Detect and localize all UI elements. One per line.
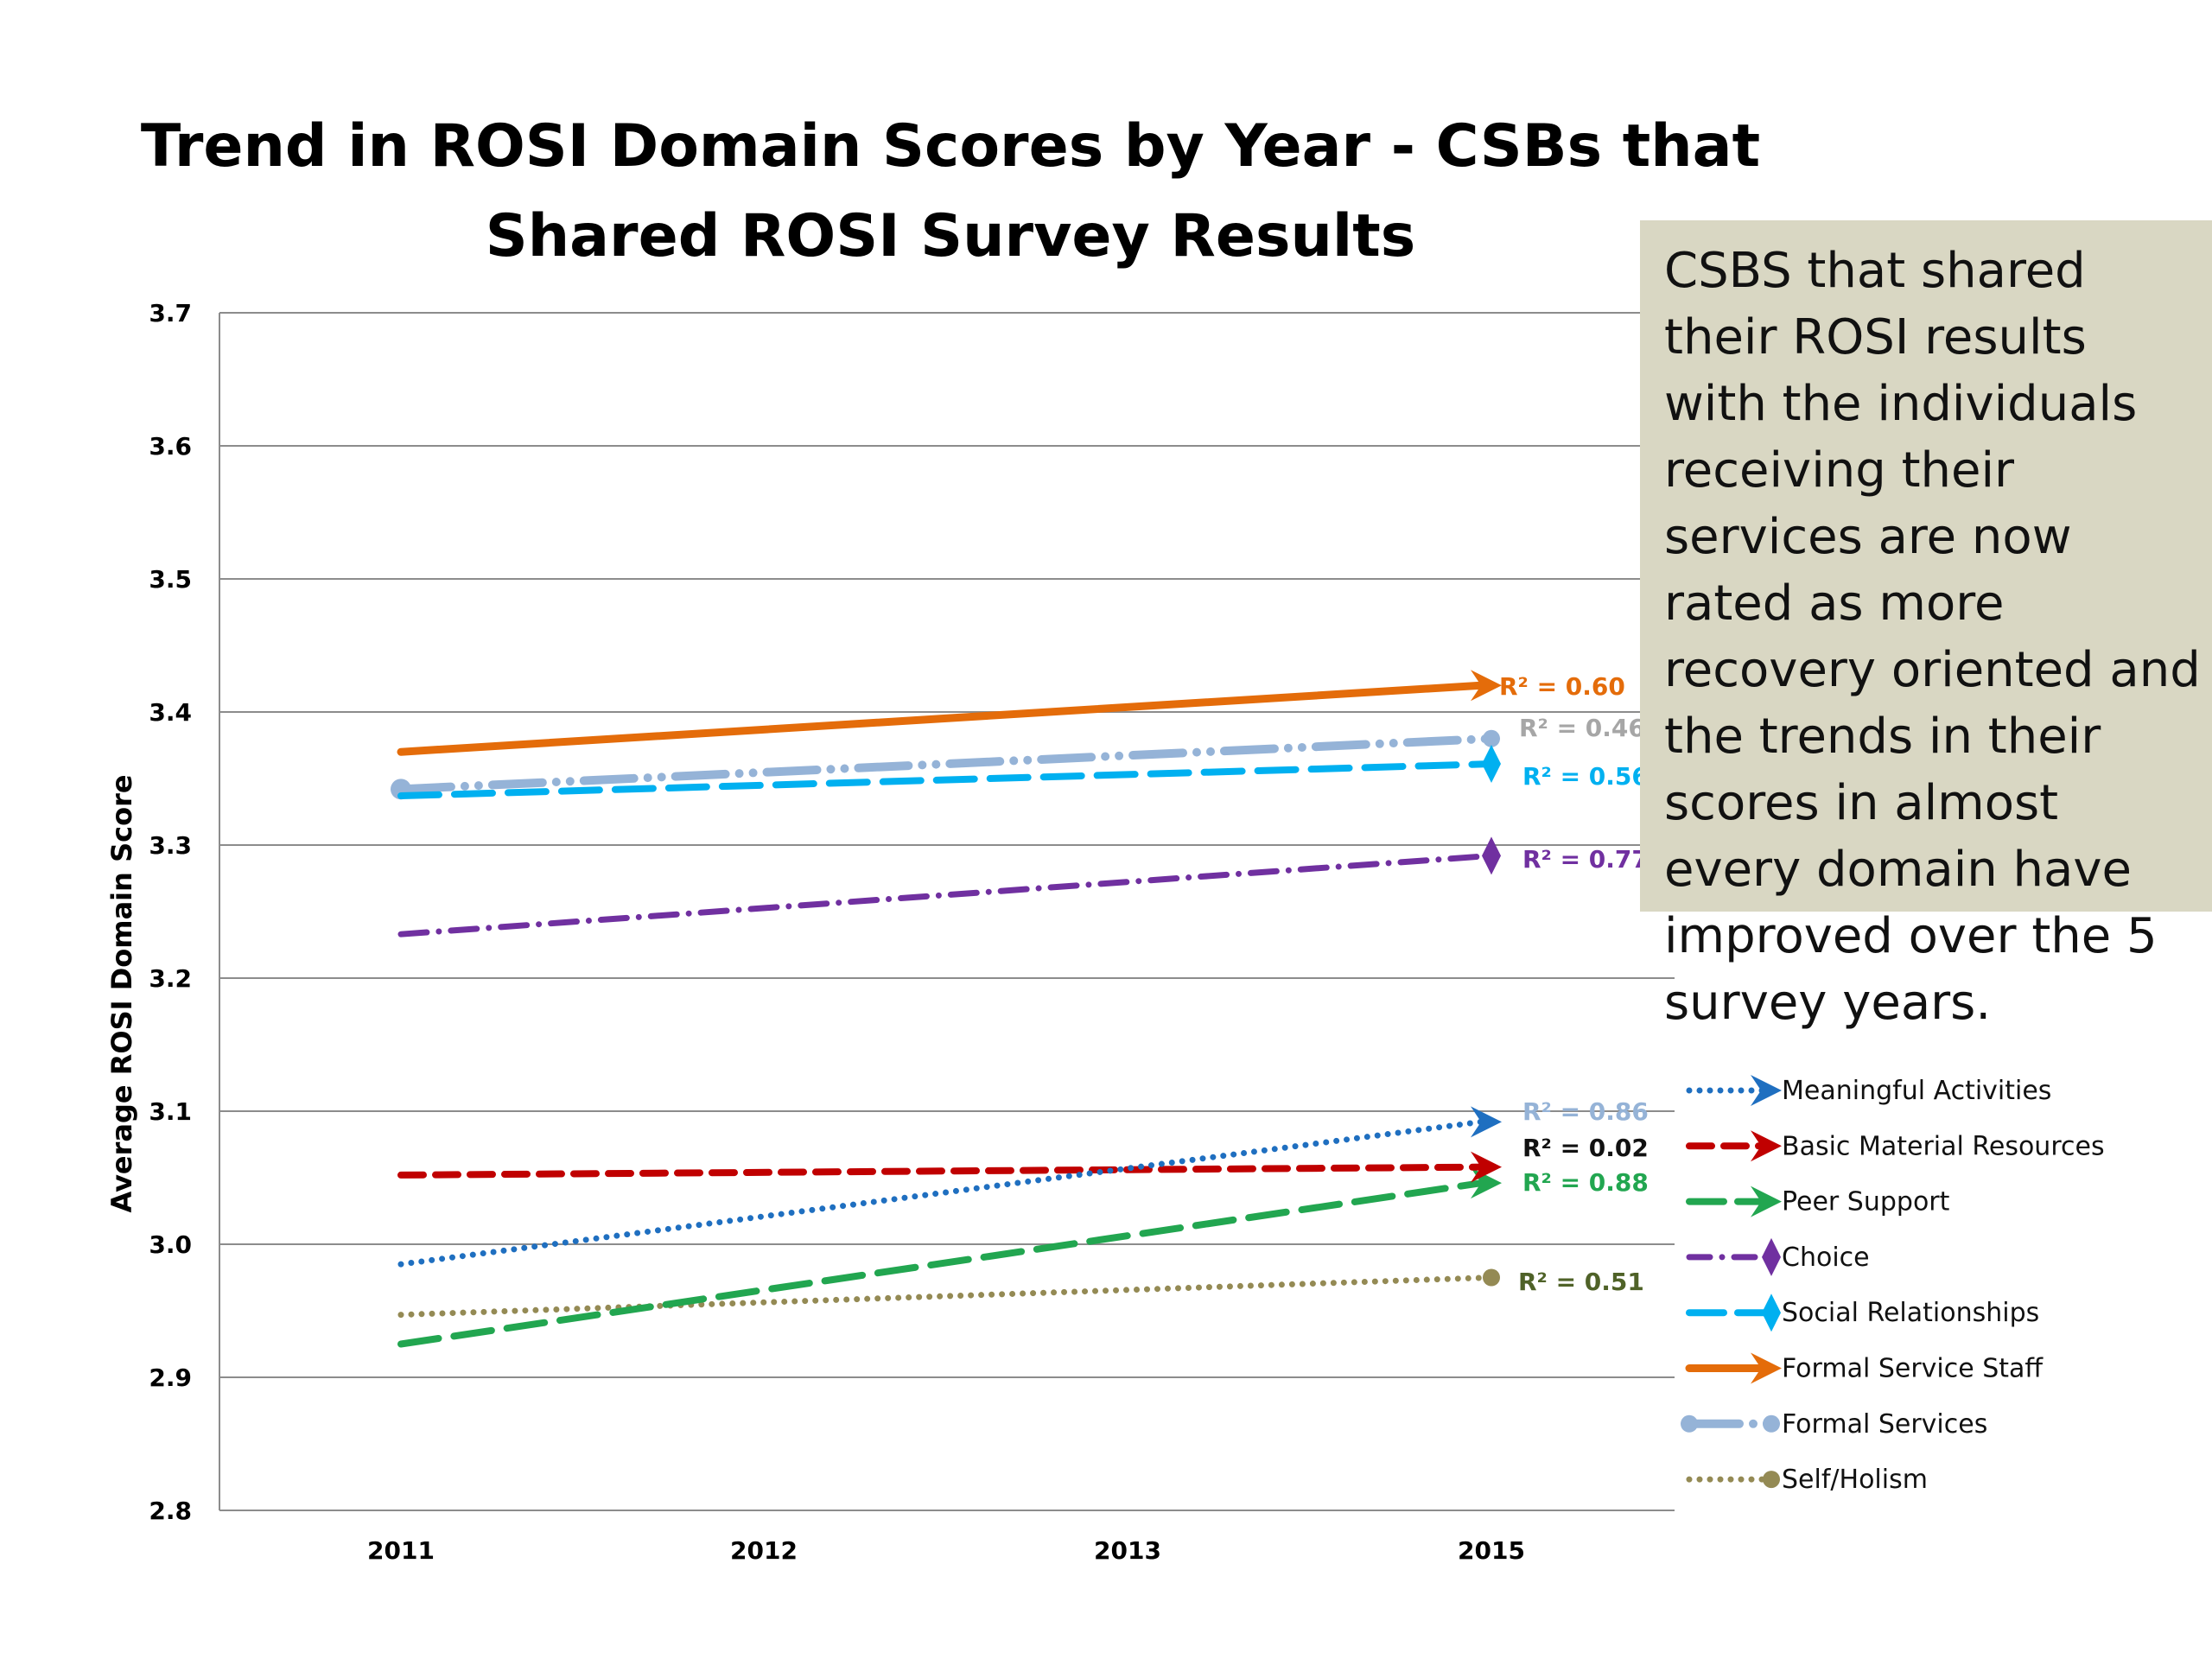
r-squared-label: R² = 0.56 bbox=[1522, 762, 1649, 791]
r-squared-label: R² = 0.60 bbox=[1499, 672, 1625, 701]
series-line-4 bbox=[397, 760, 1495, 800]
series-end-marker-1 bbox=[1471, 1151, 1502, 1183]
legend-swatch-marker-0 bbox=[1751, 1075, 1782, 1106]
legend-label: Basic Material Resources bbox=[1782, 1131, 2105, 1161]
r-squared-label: R² = 0.02 bbox=[1522, 1134, 1649, 1162]
x-tick-label: 2011 bbox=[367, 1536, 435, 1565]
y-tick-label: 3.3 bbox=[149, 831, 192, 860]
axes: 2.8 2.9 3.0 3.1 3.2 3.3 3.4 3.5 3.6 3.7 2011 2012 20… bbox=[149, 299, 1675, 1565]
r-squared-labels: R² = 0.86 R² = 0.02 R² = 0.88 R² = 0.77 R² =… bbox=[1499, 672, 1649, 1296]
series-end-marker-3 bbox=[1482, 836, 1501, 875]
series-end-marker-7 bbox=[1483, 1268, 1500, 1287]
gridlines bbox=[219, 312, 1675, 1378]
legend-label: Formal Service Staff bbox=[1782, 1354, 2044, 1384]
series-line-1 bbox=[397, 1163, 1484, 1179]
series-end-marker-4 bbox=[1482, 745, 1501, 784]
x-tick-label: 2012 bbox=[730, 1536, 798, 1565]
y-tick-label: 2.9 bbox=[149, 1363, 192, 1392]
r-squared-label: R² = 0.77 bbox=[1522, 845, 1649, 874]
series-line-0 bbox=[397, 1118, 1484, 1268]
y-tick-label: 3.4 bbox=[149, 698, 192, 727]
legend-label: Peer Support bbox=[1782, 1187, 1950, 1217]
legend-swatch-marker-1 bbox=[1751, 1130, 1782, 1162]
legend-label: Social Relationships bbox=[1782, 1298, 2039, 1328]
x-tick-label: 2013 bbox=[1094, 1536, 1161, 1565]
legend-swatch-marker-5 bbox=[1751, 1352, 1782, 1384]
series-end-marker-5 bbox=[1471, 670, 1502, 702]
callout-box: CSBS that shared their ROSI results with… bbox=[1640, 220, 2212, 1031]
r-squared-label: R² = 0.51 bbox=[1518, 1268, 1644, 1296]
series-end-marker-0 bbox=[1471, 1106, 1502, 1138]
legend-swatch-marker-7 bbox=[1763, 1471, 1780, 1489]
legend-swatch-marker-3 bbox=[1762, 1237, 1781, 1276]
y-tick-label: 3.6 bbox=[149, 432, 192, 461]
legend-label: Formal Services bbox=[1782, 1409, 1987, 1440]
y-axis-title: Average ROSI Domain Score bbox=[105, 774, 138, 1212]
y-tick-label: 2.8 bbox=[149, 1497, 192, 1525]
series-end-marker-6 bbox=[1483, 729, 1500, 747]
legend-label: Choice bbox=[1782, 1243, 1870, 1273]
chart-title: Trend in ROSI Domain Scores by Year - CS… bbox=[130, 102, 1771, 282]
legend-swatch-start-6 bbox=[1681, 1414, 1698, 1433]
series-line-5 bbox=[397, 681, 1485, 756]
legend-label: Self/Holism bbox=[1782, 1465, 1928, 1495]
r-squared-label: R² = 0.46 bbox=[1519, 714, 1645, 742]
chart-title-line-1: Trend in ROSI Domain Scores by Year - CS… bbox=[140, 112, 1761, 181]
legend-swatch-marker-6 bbox=[1763, 1414, 1780, 1433]
legend: Meaningful Activities Basic Material Reso… bbox=[1681, 1075, 2105, 1495]
series-line-3 bbox=[397, 852, 1495, 938]
series-lines bbox=[391, 670, 1502, 1348]
series-line-7 bbox=[397, 1274, 1495, 1319]
y-tick-label: 3.7 bbox=[149, 299, 192, 327]
series-line-2 bbox=[397, 1179, 1484, 1348]
r-squared-label: R² = 0.86 bbox=[1522, 1097, 1649, 1126]
y-tick-label: 3.2 bbox=[149, 964, 192, 993]
x-tick-label: 2015 bbox=[1458, 1536, 1525, 1565]
legend-swatch-marker-4 bbox=[1762, 1294, 1781, 1332]
legend-swatch-marker-2 bbox=[1751, 1185, 1782, 1217]
r-squared-label: R² = 0.88 bbox=[1522, 1168, 1649, 1197]
legend-label: Meaningful Activities bbox=[1782, 1076, 2051, 1106]
y-tick-label: 3.5 bbox=[149, 565, 192, 594]
callout-text: CSBS that shared their ROSI results with… bbox=[1664, 243, 2201, 1031]
y-tick-label: 3.0 bbox=[149, 1230, 192, 1259]
y-tick-label: 3.1 bbox=[149, 1097, 192, 1126]
chart-title-line-2: Shared ROSI Survey Results bbox=[485, 202, 1416, 270]
series-line-6 bbox=[397, 734, 1496, 794]
